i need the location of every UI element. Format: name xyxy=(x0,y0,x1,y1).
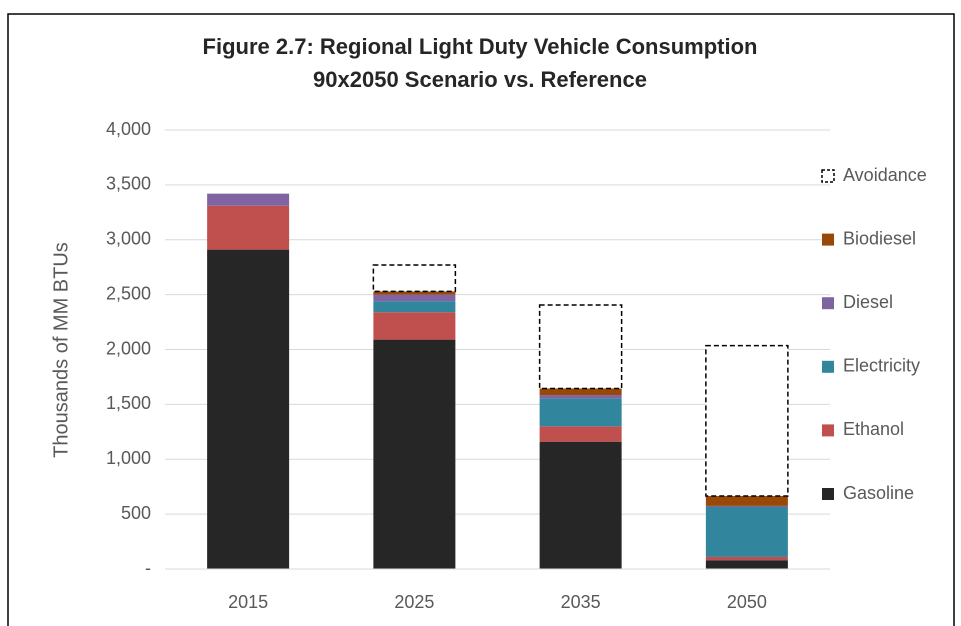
y-tick-label: 3,500 xyxy=(106,174,151,194)
legend-swatch xyxy=(821,169,835,183)
y-tick-label: 3,000 xyxy=(106,229,151,249)
bar-segment xyxy=(372,264,457,293)
legend-swatch xyxy=(822,488,834,500)
legend-label: Ethanol xyxy=(843,419,904,439)
bar-segment xyxy=(539,398,622,427)
bar-segment xyxy=(538,304,623,390)
bar-segment xyxy=(705,505,788,507)
x-tick-label: 2050 xyxy=(727,592,767,612)
y-tick-label: 2,000 xyxy=(106,338,151,358)
legend-label: Avoidance xyxy=(843,165,927,185)
bar-segment xyxy=(207,193,290,206)
bar-segment xyxy=(373,301,456,313)
y-tick-label: 1,500 xyxy=(106,393,151,413)
bar-segment xyxy=(373,291,456,295)
x-tick-label: 2015 xyxy=(228,592,268,612)
y-tick-label: 2,500 xyxy=(106,283,151,303)
bar-segment xyxy=(539,441,622,569)
bar-segment xyxy=(373,294,456,302)
legend-swatch xyxy=(822,233,834,246)
bar-segment xyxy=(539,395,622,399)
y-tick-label: 4,000 xyxy=(106,119,151,139)
y-tick-label: 500 xyxy=(121,503,151,523)
bar-segment xyxy=(705,556,788,561)
bar-segment xyxy=(705,506,788,557)
bar-segment xyxy=(539,426,622,442)
y-tick-label: - xyxy=(145,558,151,578)
legend-swatch xyxy=(822,360,834,373)
bar-segment xyxy=(373,339,456,569)
x-tick-label: 2035 xyxy=(561,592,601,612)
y-axis-label: Thousands of MM BTUs xyxy=(50,242,72,458)
legend-swatch xyxy=(822,297,834,310)
bar-segment xyxy=(705,344,789,497)
legend-label: Biodiesel xyxy=(843,228,916,248)
legend-label: Electricity xyxy=(843,356,920,376)
chart-title: Figure 2.7: Regional Light Duty Vehicle … xyxy=(203,34,758,59)
bar-segment xyxy=(705,496,788,506)
x-tick-label: 2025 xyxy=(394,592,434,612)
bar-segment xyxy=(207,249,290,569)
legend-label: Diesel xyxy=(843,292,893,312)
bar-segment xyxy=(539,388,622,396)
bar-segment xyxy=(373,312,456,340)
legend-swatch xyxy=(822,424,834,437)
legend-label: Gasoline xyxy=(843,483,914,503)
bar-segment xyxy=(705,560,788,569)
y-tick-label: 1,000 xyxy=(106,448,151,468)
chart-subtitle: 90x2050 Scenario vs. Reference xyxy=(313,67,647,92)
chart-frame xyxy=(7,13,955,626)
bar-segment xyxy=(207,205,290,250)
